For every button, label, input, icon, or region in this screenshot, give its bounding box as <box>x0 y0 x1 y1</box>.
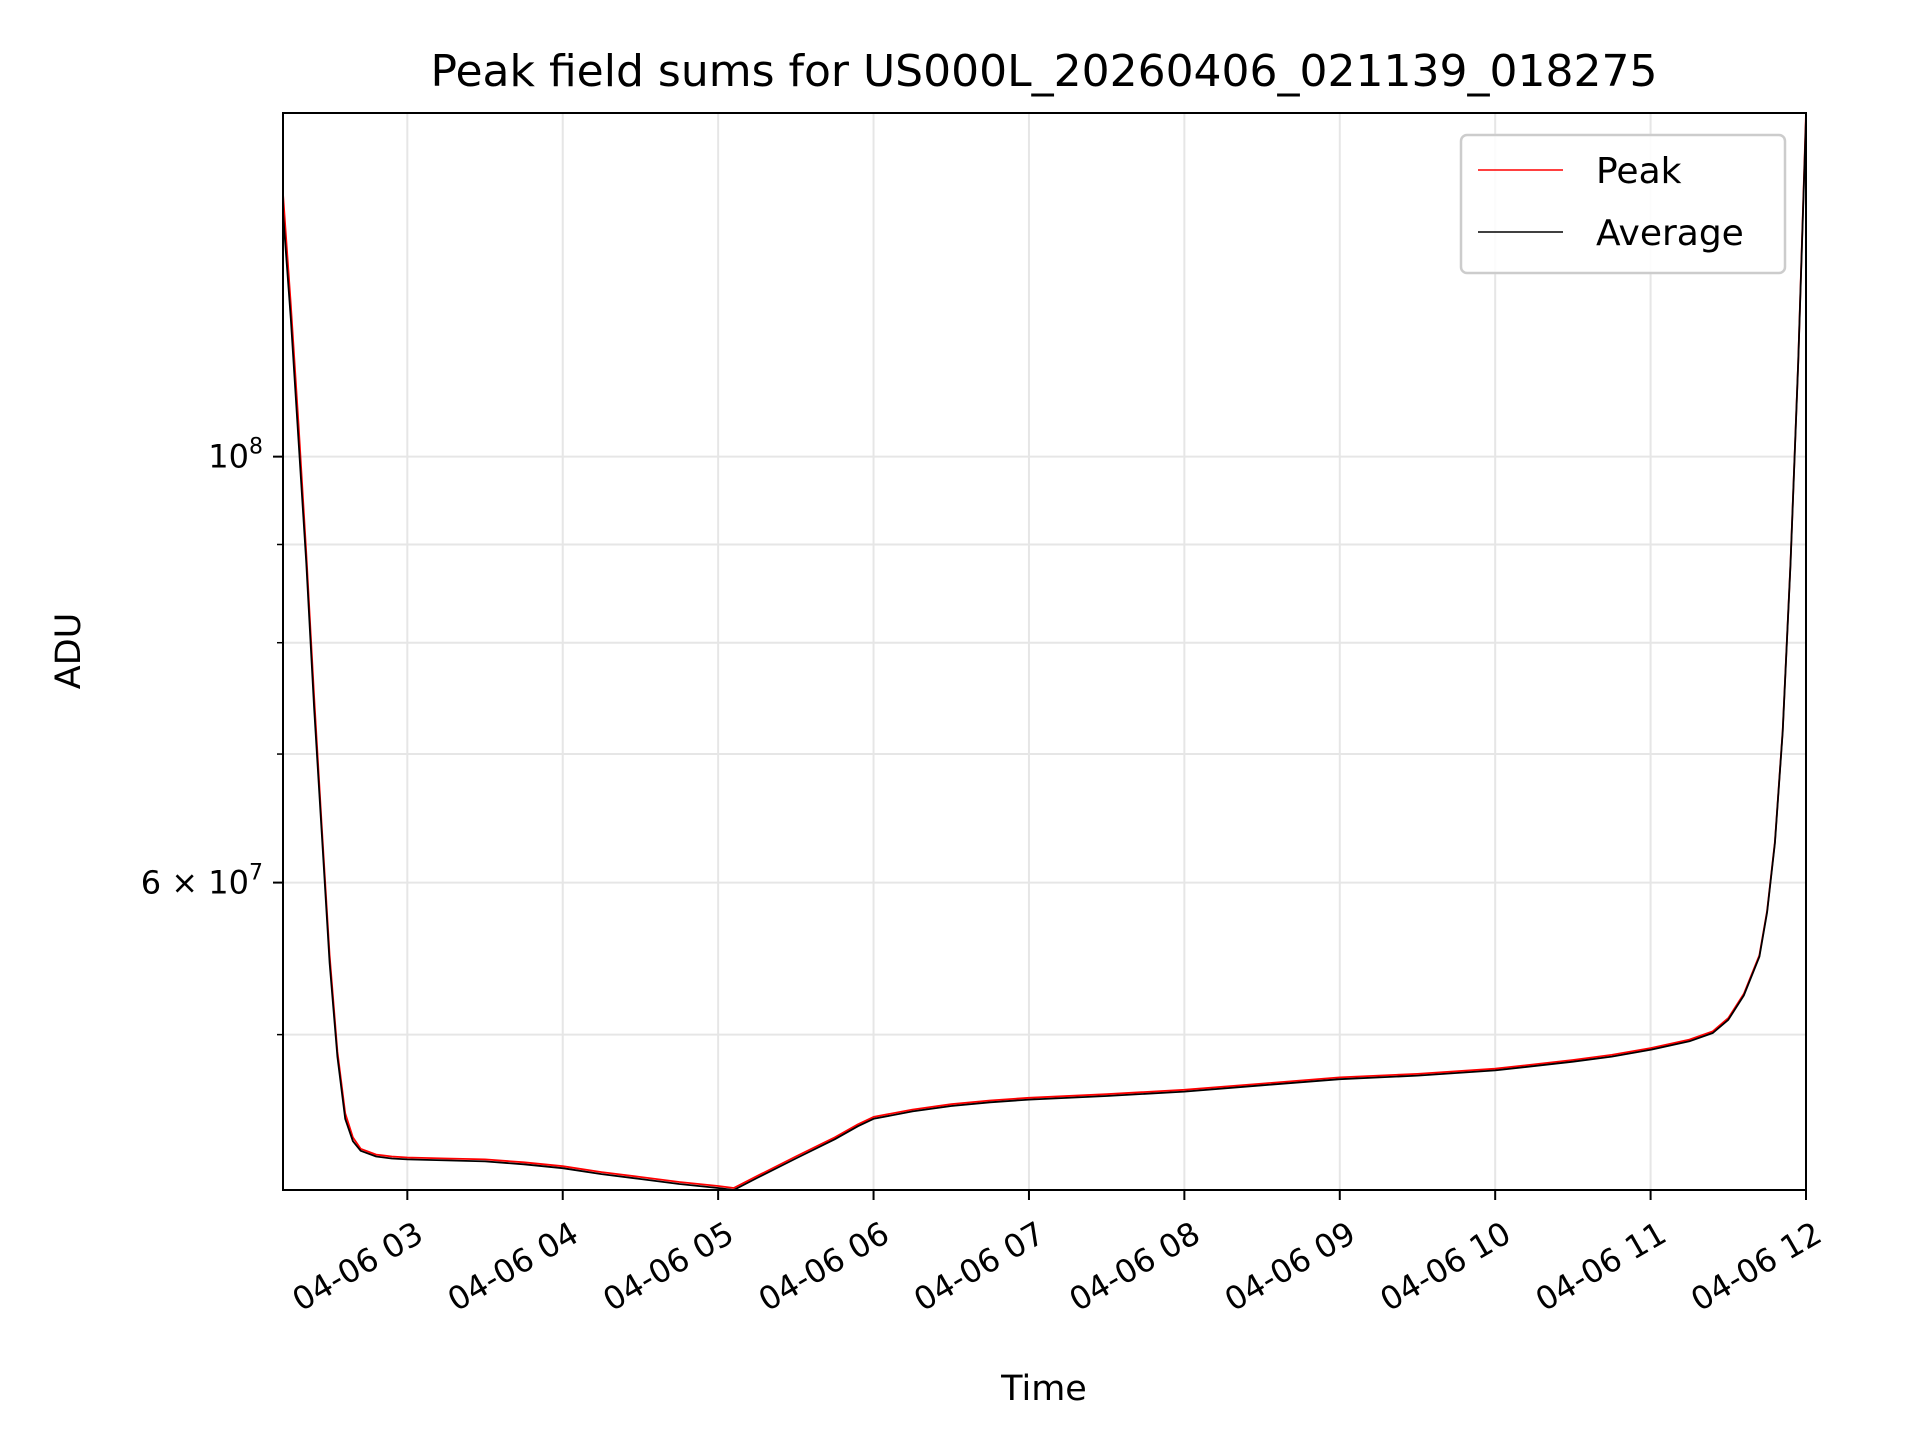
series-line-average <box>283 118 1806 1190</box>
y-axis-label: ADU <box>49 613 89 690</box>
plot-frame <box>282 112 1807 1191</box>
chart-title: Peak field sums for US000L_20260406_0211… <box>431 46 1658 97</box>
y-tick-label: 6 × 107 <box>141 861 263 902</box>
series-line-peak <box>283 113 1806 1189</box>
legend-label-peak: Peak <box>1596 151 1682 192</box>
y-tick-label: 108 <box>208 435 263 476</box>
grid <box>283 113 1806 1190</box>
x-axis-label: Time <box>1000 1369 1087 1409</box>
legend: Peak Average <box>1459 133 1787 275</box>
legend-label-average: Average <box>1596 213 1744 254</box>
series-layer <box>283 113 1806 1190</box>
